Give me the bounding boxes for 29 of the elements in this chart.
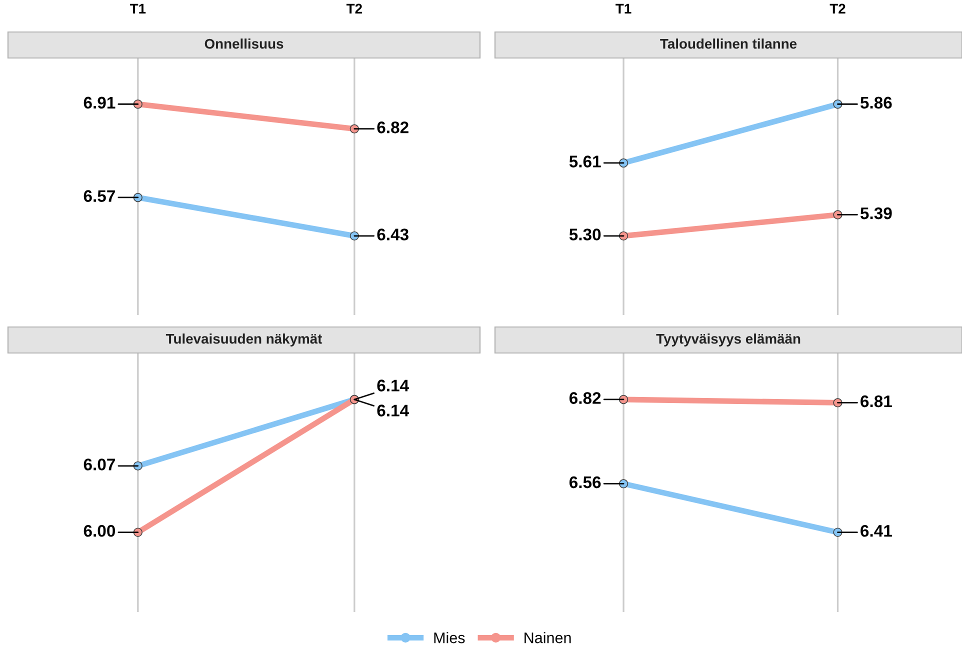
data-label: 6.57 (84, 190, 115, 202)
data-label: 6.82 (569, 392, 601, 404)
point (133, 192, 142, 202)
chart-title: Taloudellinen tilanne (660, 38, 797, 49)
legend-label: Nainen (524, 632, 571, 644)
x-tick-label: T2 (830, 4, 846, 14)
data-label: 5.30 (569, 228, 601, 240)
data-label: 5.61 (569, 156, 601, 168)
x-tick-label: T1 (130, 4, 146, 14)
data-label: 5.86 (860, 96, 892, 109)
data-label: 6.00 (84, 524, 116, 537)
point (618, 394, 628, 404)
data-label: 5.39 (860, 207, 892, 220)
data-label: 6.91 (84, 96, 116, 109)
chart-title: Onnellisuus (204, 38, 284, 49)
legend-label: Mies (434, 632, 465, 644)
x-tick-label: T2 (346, 4, 362, 14)
chart-title: Tulevaisuuden näkymät (166, 334, 322, 346)
x-tick-label: T1 (616, 4, 632, 14)
point (618, 158, 628, 168)
data-label: 6.82 (377, 122, 408, 134)
data-label: 6.14 (377, 404, 409, 416)
data-label: 6.07 (84, 458, 115, 470)
data-label: 6.56 (569, 476, 601, 488)
data-label: 6.81 (860, 395, 892, 408)
data-label: 6.43 (377, 228, 408, 240)
chart-title: Tyytyväisyys elämään (656, 334, 800, 346)
data-label: 6.41 (860, 524, 892, 537)
data-label: 6.14 (377, 380, 409, 392)
